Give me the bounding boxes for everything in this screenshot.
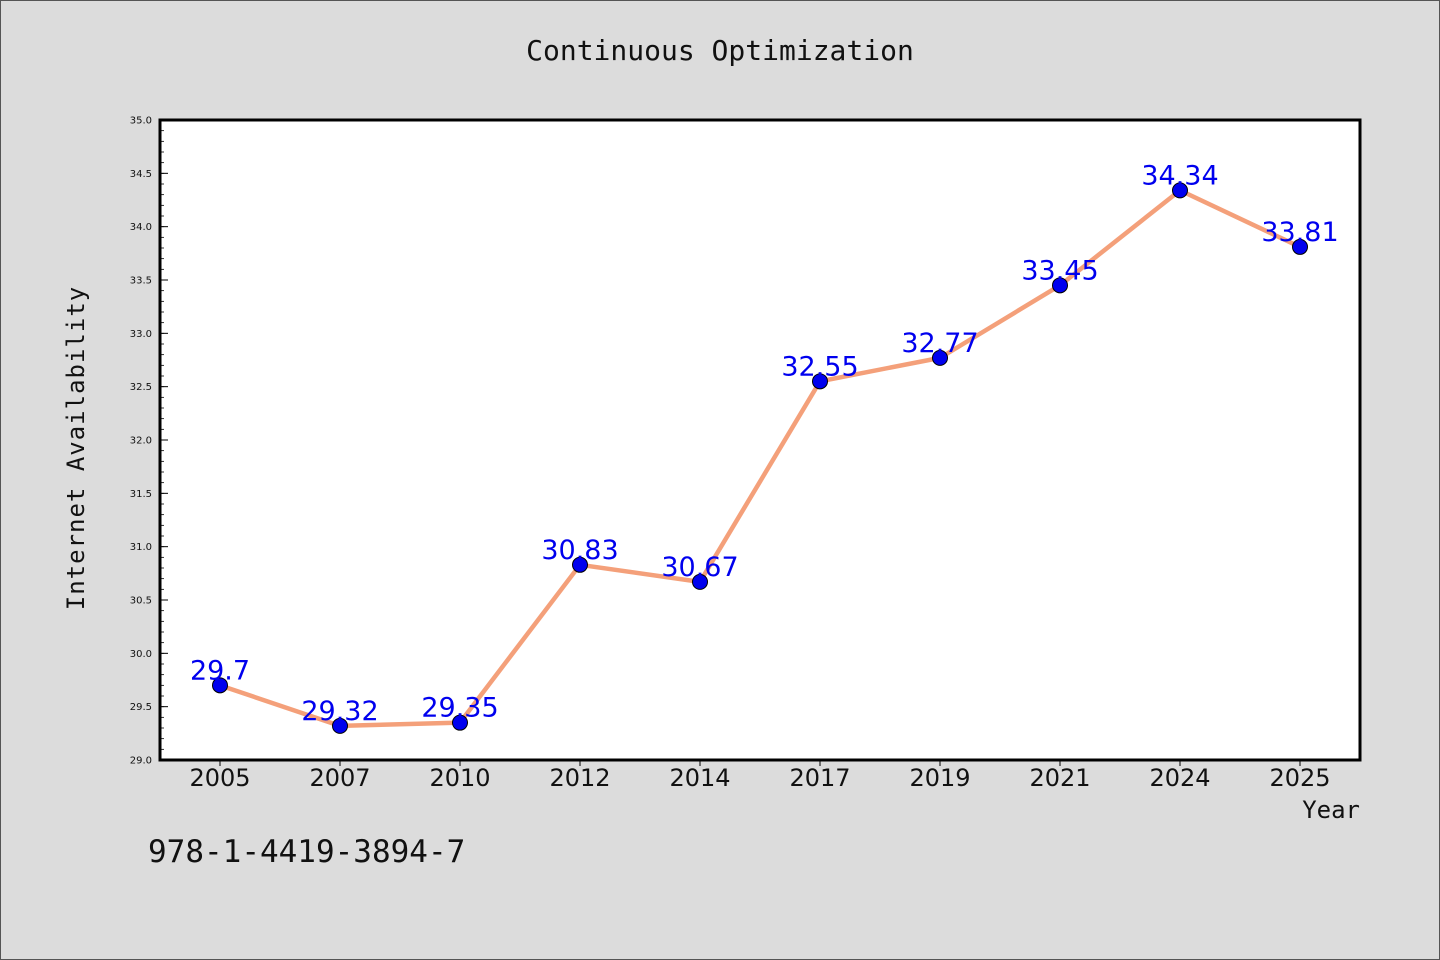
x-tick-label: 2025: [1269, 764, 1330, 792]
data-point: [932, 349, 948, 366]
data-label: 34.34: [1141, 160, 1218, 191]
plot-area: [158, 118, 1362, 762]
y-tick-label: 31.0: [130, 542, 152, 553]
data-point: [1052, 277, 1068, 294]
x-tick-label: 2005: [189, 764, 250, 792]
data-label: 29.7: [190, 655, 250, 686]
x-tick-label: 2021: [1029, 764, 1090, 792]
data-point: [692, 573, 708, 590]
x-tick-label: 2012: [549, 764, 610, 792]
data-point: [332, 717, 348, 734]
y-tick-label: 34.0: [130, 222, 152, 233]
chart-title: Continuous Optimization: [526, 34, 914, 67]
x-tick-label: 2014: [669, 764, 730, 792]
y-tick-label: 31.5: [130, 489, 152, 500]
data-label: 32.55: [781, 351, 858, 382]
data-label: 30.83: [541, 535, 618, 566]
y-tick-label: 33.5: [130, 276, 152, 287]
data-point: [452, 714, 468, 731]
x-tick-label: 2019: [909, 764, 970, 792]
isbn-text: 978-1-4419-3894-7: [148, 834, 466, 870]
y-tick-label: 32.5: [130, 382, 152, 393]
data-label: 29.35: [421, 693, 498, 724]
y-tick-label: 29.0: [130, 756, 152, 767]
y-tick-label: 30.0: [130, 649, 152, 660]
y-tick-label: 29.5: [130, 702, 152, 713]
data-point: [212, 677, 228, 694]
data-point: [1292, 238, 1308, 255]
series-line: [217, 188, 1303, 729]
x-tick-label: 2010: [429, 764, 490, 792]
data-label: 30.67: [661, 552, 738, 583]
data-point: [1172, 182, 1188, 199]
data-label: 32.77: [901, 328, 978, 359]
y-tick-label: 34.5: [130, 169, 152, 180]
y-tick-label: 32.0: [130, 436, 152, 447]
data-label: 29.32: [301, 696, 378, 727]
x-tick-label: 2007: [309, 764, 370, 792]
x-tick-label: 2017: [789, 764, 850, 792]
y-tick-label: 35.0: [130, 116, 152, 127]
data-label: 33.81: [1261, 217, 1338, 248]
y-tick-label: 33.0: [130, 329, 152, 340]
data-point: [572, 556, 588, 573]
x-tick-label: 2024: [1149, 764, 1210, 792]
y-tick-label: 30.5: [130, 596, 152, 607]
x-axis-label: Year: [1302, 796, 1360, 824]
data-label: 33.45: [1021, 255, 1098, 286]
data-point: [812, 373, 828, 390]
